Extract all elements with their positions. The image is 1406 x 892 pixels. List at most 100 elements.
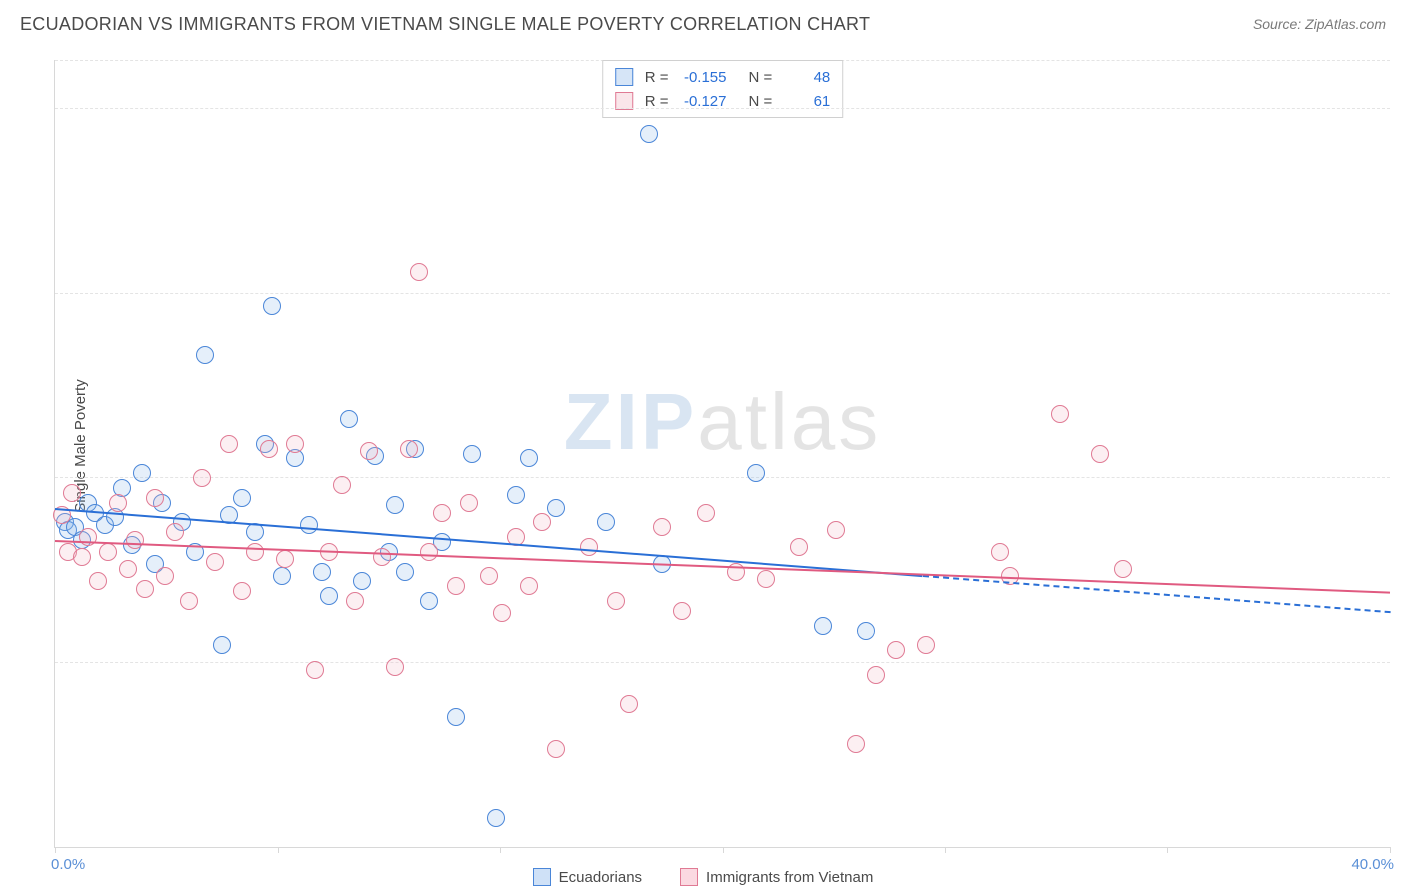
y-gridline (55, 662, 1390, 663)
legend-swatch (615, 68, 633, 86)
data-point (136, 580, 154, 598)
data-point (386, 658, 404, 676)
data-point (653, 518, 671, 536)
data-point (420, 543, 438, 561)
data-point (460, 494, 478, 512)
data-point (286, 435, 304, 453)
x-tick-mark (500, 847, 501, 853)
y-gridline (55, 477, 1390, 478)
legend-r-value: -0.127 (681, 93, 727, 110)
trend-line (55, 540, 1390, 594)
x-tick-mark (55, 847, 56, 853)
series-legend-swatch (680, 868, 698, 886)
data-point (917, 636, 935, 654)
data-point (410, 263, 428, 281)
data-point (847, 735, 865, 753)
data-point (340, 410, 358, 428)
data-point (1114, 560, 1132, 578)
data-point (213, 636, 231, 654)
data-point (533, 513, 551, 531)
scatter-plot-area: ZIPatlas R =-0.155N =48R =-0.127N =61 0.… (54, 60, 1390, 848)
data-point (547, 499, 565, 517)
data-point (640, 125, 658, 143)
data-point (306, 661, 324, 679)
data-point (433, 504, 451, 522)
series-legend-swatch (533, 868, 551, 886)
data-point (520, 577, 538, 595)
data-point (827, 521, 845, 539)
data-point (493, 604, 511, 622)
data-point (320, 587, 338, 605)
series-legend-item: Immigrants from Vietnam (680, 868, 873, 886)
data-point (757, 570, 775, 588)
y-gridline (55, 108, 1390, 109)
x-tick-mark (278, 847, 279, 853)
data-point (346, 592, 364, 610)
data-point (333, 476, 351, 494)
data-point (246, 543, 264, 561)
data-point (447, 577, 465, 595)
data-point (353, 572, 371, 590)
legend-n-value: 48 (784, 69, 830, 86)
legend-n-label: N = (749, 69, 773, 86)
legend-row: R =-0.155N =48 (615, 65, 831, 89)
legend-n-value: 61 (784, 93, 830, 110)
chart-header: ECUADORIAN VS IMMIGRANTS FROM VIETNAM SI… (0, 0, 1406, 48)
data-point (420, 592, 438, 610)
data-point (63, 484, 81, 502)
x-tick-mark (1167, 847, 1168, 853)
data-point (73, 548, 91, 566)
data-point (620, 695, 638, 713)
legend-r-value: -0.155 (681, 69, 727, 86)
data-point (991, 543, 1009, 561)
data-point (119, 560, 137, 578)
data-point (867, 666, 885, 684)
data-point (276, 550, 294, 568)
y-gridline (55, 293, 1390, 294)
data-point (109, 494, 127, 512)
data-point (360, 442, 378, 460)
chart-title: ECUADORIAN VS IMMIGRANTS FROM VIETNAM SI… (20, 14, 870, 35)
data-point (400, 440, 418, 458)
data-point (99, 543, 117, 561)
data-point (463, 445, 481, 463)
series-legend-label: Ecuadorians (559, 869, 642, 886)
data-point (597, 513, 615, 531)
data-point (747, 464, 765, 482)
data-point (273, 567, 291, 585)
data-point (193, 469, 211, 487)
x-tick-mark (723, 847, 724, 853)
data-point (447, 708, 465, 726)
data-point (547, 740, 565, 758)
data-point (673, 602, 691, 620)
watermark: ZIPatlas (564, 376, 881, 468)
data-point (480, 567, 498, 585)
correlation-legend-box: R = -0.155 N = 48 R = -0.127 N = 61 (602, 60, 844, 118)
data-point (1051, 405, 1069, 423)
legend-row: R = -0.127 N = 61 (615, 89, 831, 113)
legend-n-label: N = (749, 93, 773, 110)
data-point (263, 297, 281, 315)
data-point (300, 516, 318, 534)
watermark-atlas: atlas (697, 377, 881, 466)
data-point (507, 486, 525, 504)
data-point (520, 449, 538, 467)
data-point (1091, 445, 1109, 463)
data-point (133, 464, 151, 482)
source-attribution: Source: ZipAtlas.com (1253, 16, 1386, 32)
data-point (260, 440, 278, 458)
legend-r-label: R = (645, 93, 669, 110)
data-point (580, 538, 598, 556)
series-legend-item: Ecuadorians (533, 868, 642, 886)
x-tick-mark (945, 847, 946, 853)
data-point (146, 489, 164, 507)
data-point (857, 622, 875, 640)
data-point (887, 641, 905, 659)
data-point (156, 567, 174, 585)
data-point (790, 538, 808, 556)
data-point (697, 504, 715, 522)
data-point (196, 346, 214, 364)
data-point (607, 592, 625, 610)
series-legend-label: Immigrants from Vietnam (706, 869, 873, 886)
watermark-zip: ZIP (564, 377, 697, 466)
